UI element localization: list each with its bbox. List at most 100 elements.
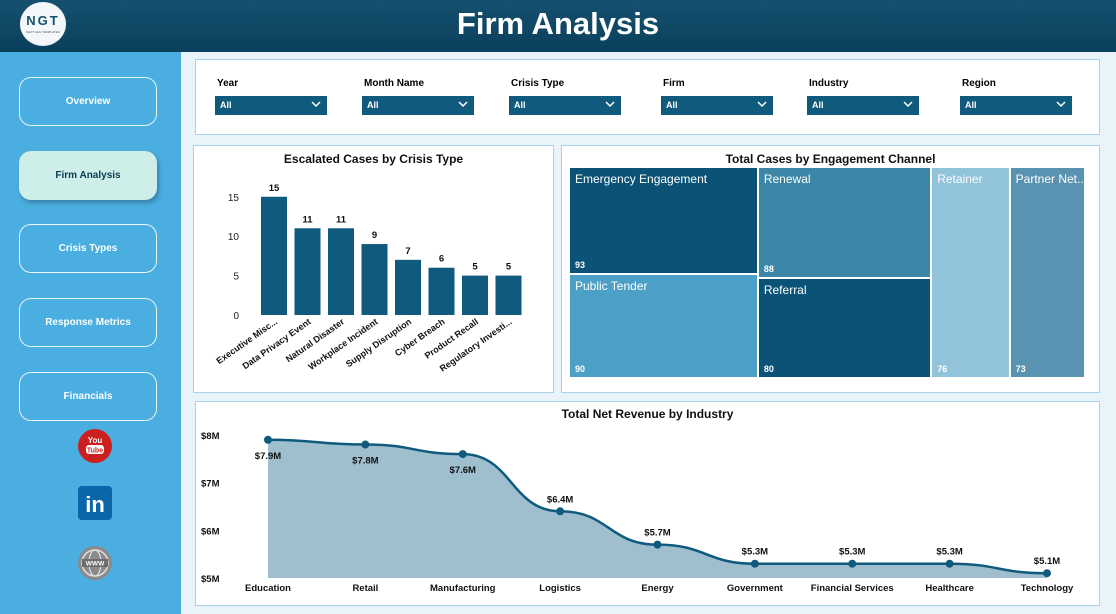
filter-label-year: Year bbox=[217, 78, 239, 89]
revenue-area bbox=[268, 439, 1047, 578]
data-point[interactable] bbox=[848, 559, 857, 568]
data-label: $5.1M bbox=[1034, 556, 1060, 567]
y-tick-label: 15 bbox=[228, 193, 240, 204]
revenue-line bbox=[267, 438, 1048, 575]
x-tick-label: Government bbox=[727, 583, 784, 594]
data-point[interactable] bbox=[361, 440, 370, 449]
filter-label-month: Month Name bbox=[364, 78, 424, 89]
svg-text:You: You bbox=[88, 436, 103, 445]
nav-crisis-types-button[interactable]: Crisis Types bbox=[19, 224, 157, 273]
bar[interactable] bbox=[495, 275, 522, 315]
x-tick-label: Manufacturing bbox=[430, 583, 496, 594]
tile-label: Partner Net... bbox=[1015, 172, 1084, 186]
bar[interactable] bbox=[261, 196, 287, 315]
region-dropdown[interactable]: All bbox=[960, 96, 1072, 115]
svg-text:WWW: WWW bbox=[86, 561, 105, 568]
bar-data-label: 11 bbox=[302, 214, 313, 225]
filter-label-region: Region bbox=[962, 78, 996, 89]
filter-label-firm: Firm bbox=[663, 78, 685, 89]
chevron-down-icon bbox=[1055, 98, 1067, 112]
linkedin-icon[interactable]: in bbox=[77, 485, 113, 521]
tile-value: 80 bbox=[763, 363, 774, 374]
x-tick-label: Education bbox=[245, 583, 291, 594]
bar[interactable] bbox=[428, 267, 455, 315]
chevron-down-icon bbox=[604, 98, 616, 112]
tile-value: 90 bbox=[575, 363, 586, 374]
net-revenue-chart-panel: Total Net Revenue by Industry $5M $6M $7M $… bbox=[195, 401, 1100, 606]
bar[interactable] bbox=[328, 228, 354, 315]
x-tick-label: Logistics bbox=[539, 583, 581, 594]
nav-response-metrics-button[interactable]: Response Metrics bbox=[19, 298, 157, 347]
industry-dropdown-value: All bbox=[812, 100, 824, 110]
firm-dropdown-value: All bbox=[666, 100, 678, 110]
youtube-icon[interactable]: You Tube bbox=[77, 428, 113, 464]
data-point[interactable] bbox=[458, 450, 467, 459]
treemap-title: Total Cases by Engagement Channel bbox=[725, 152, 936, 166]
data-label: $7.8M bbox=[352, 456, 378, 467]
data-label: $5.3M bbox=[936, 547, 962, 558]
data-label: $5.3M bbox=[839, 547, 865, 558]
tile-value: 73 bbox=[1015, 364, 1026, 374]
bar-data-label: 7 bbox=[405, 246, 410, 257]
tile-value: 88 bbox=[763, 263, 774, 274]
logo-subtext: NEXT GEN TEMPLATES bbox=[26, 30, 60, 34]
data-point[interactable] bbox=[945, 559, 954, 568]
tile-label: Retainer bbox=[937, 172, 983, 186]
filter-label-crisis-type: Crisis Type bbox=[511, 78, 565, 89]
nav-firm-analysis-button[interactable]: Firm Analysis bbox=[19, 151, 157, 200]
y-tick-label: 0 bbox=[233, 311, 239, 322]
sidebar: Overview Firm Analysis Crisis Types Resp… bbox=[0, 52, 181, 614]
tile-value: 76 bbox=[937, 364, 948, 374]
treemap-tile[interactable]: Renewal 88 bbox=[758, 168, 931, 277]
x-tick-label: Retail bbox=[352, 583, 378, 594]
svg-text:in: in bbox=[85, 492, 105, 517]
bar-chart-title: Escalated Cases by Crisis Type bbox=[283, 152, 464, 166]
nav-overview-button[interactable]: Overview bbox=[19, 77, 157, 126]
svg-text:Tube: Tube bbox=[87, 448, 103, 455]
industry-dropdown[interactable]: All bbox=[807, 96, 919, 115]
bar[interactable] bbox=[462, 275, 488, 315]
tile-label: Emergency Engagement bbox=[575, 172, 708, 186]
y-tick-label: $6M bbox=[201, 526, 220, 537]
tile-value: 93 bbox=[575, 260, 586, 271]
treemap-tile[interactable]: Partner Net... 73 bbox=[1010, 168, 1084, 377]
data-point[interactable] bbox=[556, 507, 565, 516]
region-dropdown-value: All bbox=[965, 100, 977, 110]
crisis-type-dropdown[interactable]: All bbox=[509, 96, 621, 115]
data-point[interactable] bbox=[1043, 569, 1051, 578]
data-label: $5.3M bbox=[742, 547, 768, 558]
bar[interactable] bbox=[395, 259, 421, 315]
year-dropdown[interactable]: All bbox=[215, 96, 327, 115]
chevron-down-icon bbox=[457, 98, 469, 112]
ngt-logo[interactable]: NGT NEXT GEN TEMPLATES bbox=[20, 2, 66, 46]
treemap-tile[interactable]: Referral 80 bbox=[758, 278, 931, 377]
treemap-tile[interactable]: Public Tender 90 bbox=[570, 275, 757, 377]
month-name-dropdown[interactable]: All bbox=[362, 96, 474, 115]
escalated-cases-chart-panel: Escalated Cases by Crisis Type 0 5 10 15 15 E… bbox=[193, 145, 554, 393]
area-chart: $5M $6M $7M $8M $7.9M Education $7.8M Retail $7.… bbox=[201, 431, 1074, 594]
data-point[interactable] bbox=[653, 540, 662, 549]
tile-label: Referral bbox=[763, 282, 807, 297]
y-tick-label: $7M bbox=[201, 479, 220, 490]
nav-financials-button[interactable]: Financials bbox=[19, 372, 157, 421]
data-point[interactable] bbox=[750, 559, 759, 568]
chevron-down-icon bbox=[902, 98, 914, 112]
year-dropdown-value: All bbox=[220, 100, 232, 110]
x-tick-label: Healthcare bbox=[925, 583, 974, 594]
y-tick-label: $5M bbox=[201, 574, 220, 585]
bar[interactable] bbox=[294, 228, 321, 315]
y-tick-label: 5 bbox=[233, 272, 239, 283]
firm-dropdown[interactable]: All bbox=[661, 96, 773, 115]
x-tick-label: Energy bbox=[641, 583, 674, 594]
tile-label: Renewal bbox=[763, 172, 811, 186]
bar[interactable] bbox=[361, 244, 388, 315]
filter-label-industry: Industry bbox=[809, 78, 849, 89]
data-point[interactable] bbox=[264, 435, 272, 444]
globe-www-icon[interactable]: WWW bbox=[77, 545, 113, 581]
bar-data-label: 6 bbox=[439, 254, 444, 265]
x-tick-label: Technology bbox=[1021, 583, 1074, 594]
engagement-channel-treemap-panel: Total Cases by Engagement Channel Emerge… bbox=[561, 145, 1100, 393]
treemap-tile[interactable]: Emergency Engagement 93 bbox=[570, 168, 757, 274]
treemap-tile[interactable]: Retainer 76 bbox=[932, 168, 1009, 377]
crisis-type-dropdown-value: All bbox=[514, 100, 526, 110]
